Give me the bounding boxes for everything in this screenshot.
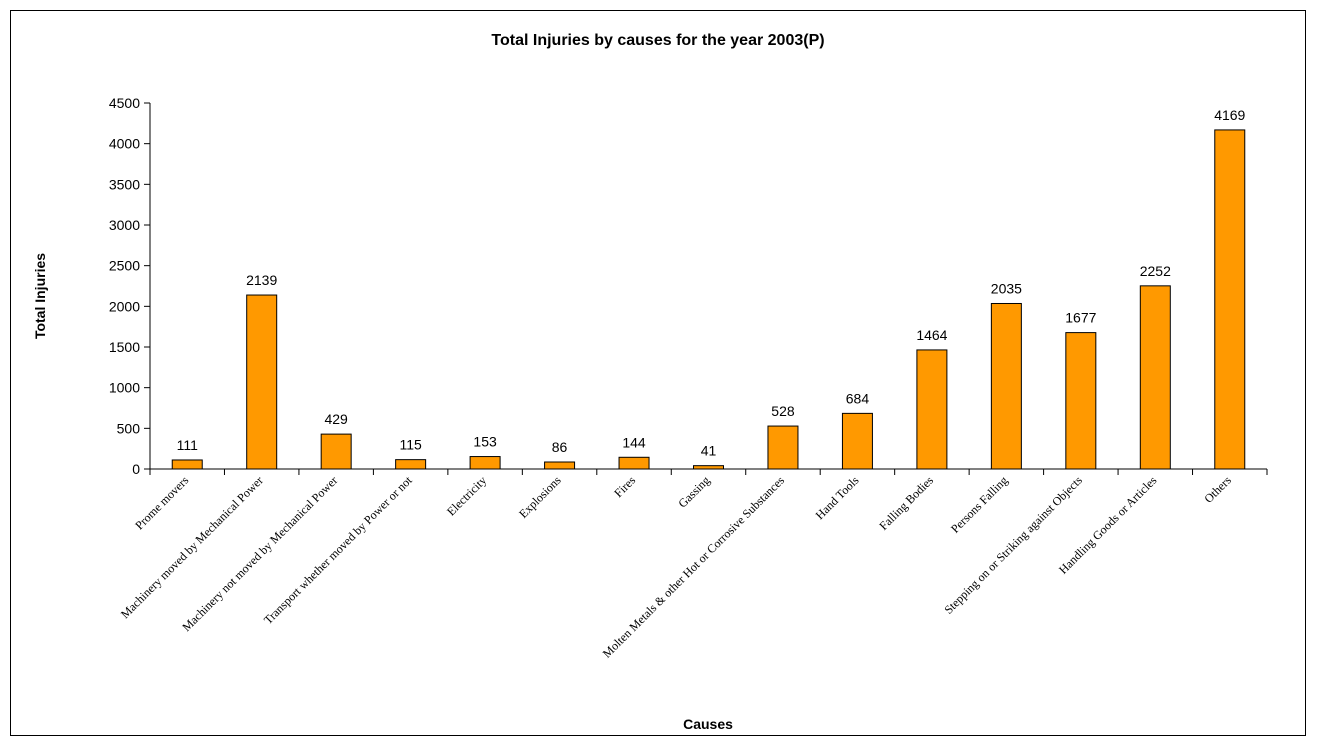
x-axis-title: Causes bbox=[683, 716, 733, 732]
x-tick-label: Fires bbox=[611, 473, 638, 500]
bar bbox=[320, 433, 352, 470]
y-tick-label: 500 bbox=[117, 420, 141, 436]
bar bbox=[767, 425, 799, 470]
data-label: 1464 bbox=[916, 327, 947, 343]
y-tick-label: 1500 bbox=[109, 339, 140, 355]
data-label: 2139 bbox=[246, 272, 277, 288]
y-tick-label: 0 bbox=[132, 461, 140, 477]
data-label: 4169 bbox=[1214, 107, 1245, 123]
plot-area: 0 500 1000 1500 2000 2500 3000 3500 4000 4500 111 P… bbox=[109, 95, 1268, 661]
x-tick-label: Persons Falling bbox=[948, 473, 1010, 535]
data-label: 528 bbox=[771, 403, 795, 419]
data-label: 86 bbox=[552, 439, 568, 455]
x-tick-label: Stepping on or Striking against Objects bbox=[941, 473, 1085, 617]
bar bbox=[1139, 285, 1171, 470]
bar bbox=[469, 456, 501, 470]
data-label: 429 bbox=[324, 411, 348, 427]
data-label: 1677 bbox=[1065, 310, 1096, 326]
y-tick-label: 1000 bbox=[109, 380, 140, 396]
data-label: 144 bbox=[622, 434, 646, 450]
y-tick-label: 4500 bbox=[109, 95, 140, 111]
data-label: 111 bbox=[177, 437, 198, 453]
y-tick-label: 2500 bbox=[109, 258, 140, 274]
data-label: 115 bbox=[399, 437, 422, 453]
y-tick-label: 3500 bbox=[109, 176, 140, 192]
x-tick-label: Others bbox=[1201, 473, 1234, 506]
bar-chart: Total Injuries by causes for the year 20… bbox=[32, 32, 1268, 732]
bar bbox=[171, 459, 203, 470]
bar bbox=[395, 459, 427, 470]
data-label: 153 bbox=[473, 434, 497, 450]
bar bbox=[693, 465, 724, 470]
x-tick-label: Electricity bbox=[444, 473, 489, 518]
y-tick-label: 3000 bbox=[109, 217, 140, 233]
x-tick-label: Prome movers bbox=[132, 473, 191, 532]
x-tick-label: Explosions bbox=[516, 473, 564, 521]
bar bbox=[916, 349, 948, 470]
y-tick-label: 4000 bbox=[109, 136, 140, 152]
chart-title: Total Injuries by causes for the year 20… bbox=[491, 32, 824, 49]
bar bbox=[246, 294, 278, 470]
y-axis-title: Total Injuries bbox=[32, 253, 48, 339]
data-label: 684 bbox=[846, 390, 870, 406]
data-label: 2252 bbox=[1140, 263, 1171, 279]
chart-frame: Total Injuries by causes for the year 20… bbox=[10, 10, 1306, 736]
x-tick-label: Hand Tools bbox=[813, 473, 862, 522]
x-tick-label: Machinery moved by Mechanical Power bbox=[118, 473, 266, 621]
x-tick-label: Gassing bbox=[675, 473, 712, 510]
y-tick-label: 2000 bbox=[109, 298, 140, 314]
x-tick-label: Machinery not moved by Mechanical Power bbox=[179, 473, 340, 634]
data-label: 2035 bbox=[991, 280, 1022, 296]
data-label: 41 bbox=[701, 443, 717, 459]
bar bbox=[841, 412, 873, 470]
x-tick-label: Transport whether moved by Power or not bbox=[261, 473, 415, 627]
bar bbox=[1065, 332, 1097, 470]
x-tick-label: Falling Bodies bbox=[876, 473, 936, 533]
bar bbox=[618, 456, 650, 470]
bar bbox=[1214, 129, 1246, 470]
bar bbox=[544, 461, 576, 470]
bar bbox=[990, 302, 1022, 470]
